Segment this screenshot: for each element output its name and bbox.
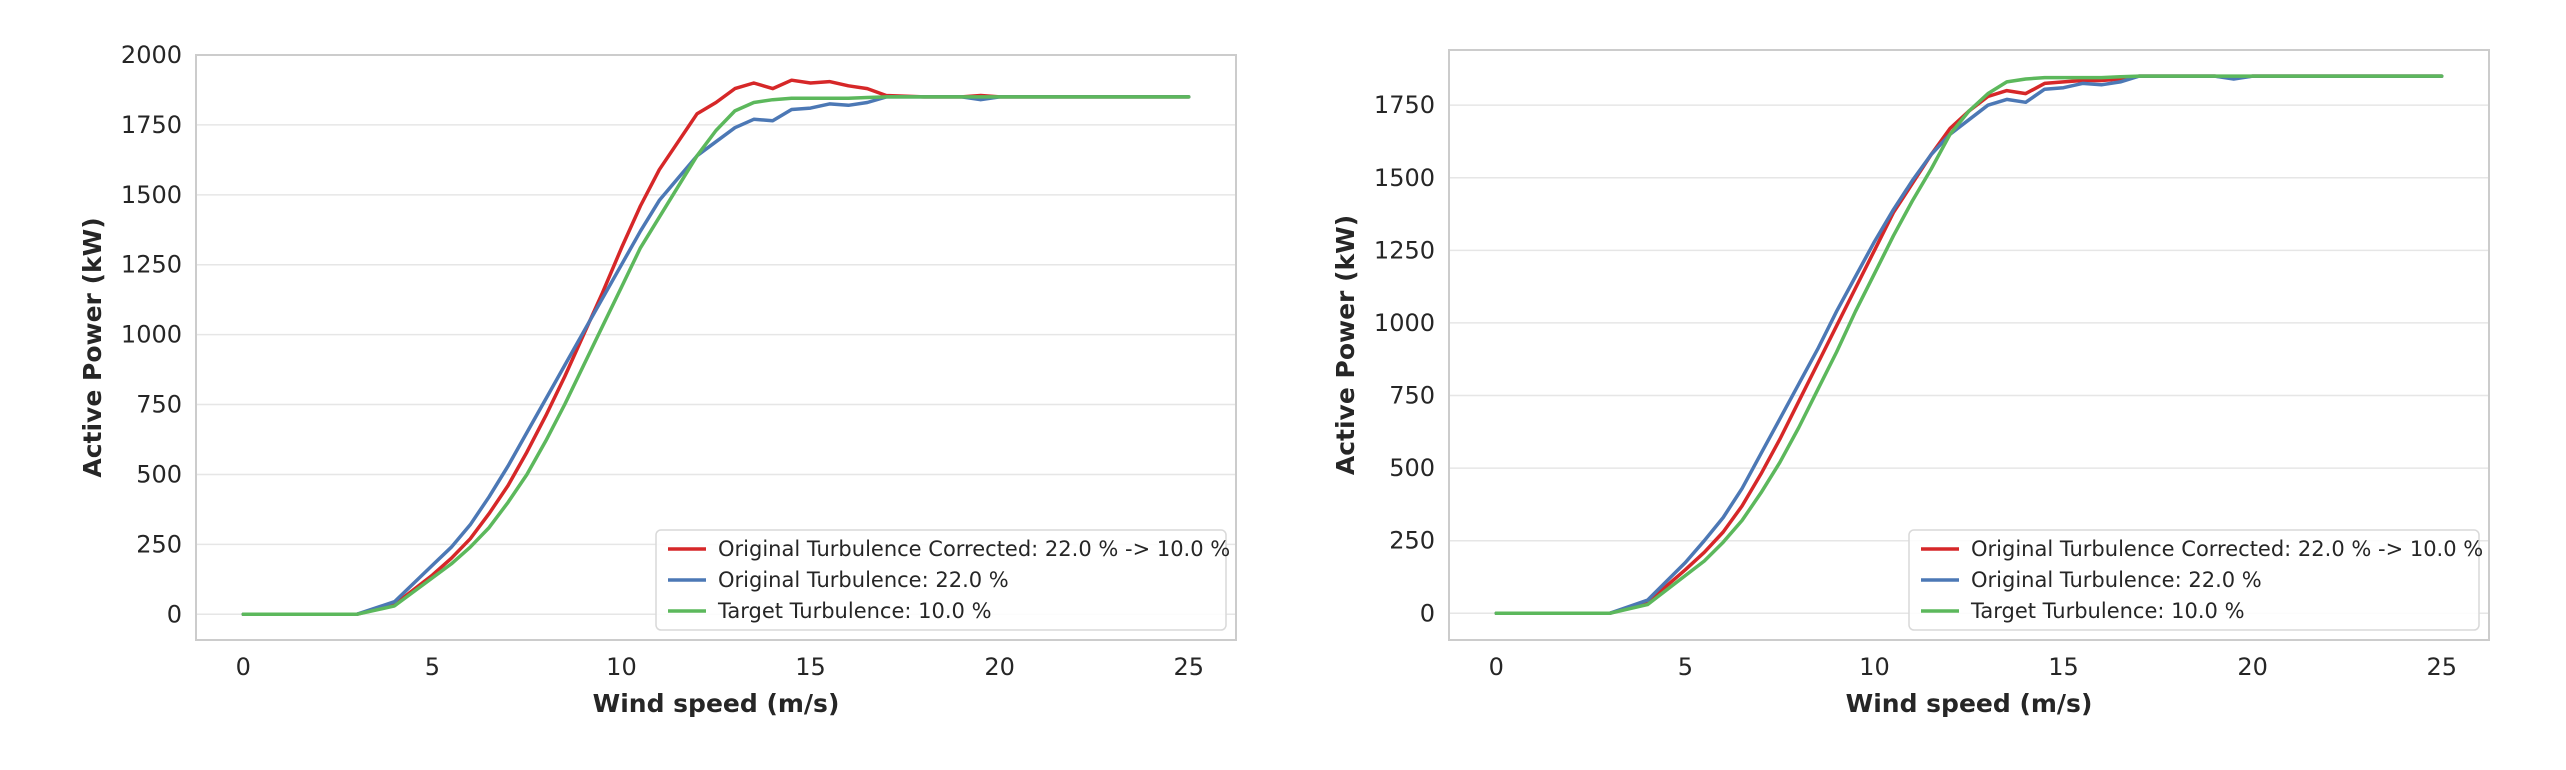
legend-box [1908,529,2480,631]
legend-entry-label: Target Turbulence: 10.0 % [717,599,992,623]
legend: Original Turbulence Corrected: 22.0 % ->… [655,529,1230,631]
y-tick-label: 1250 [1374,236,1435,264]
series-line-3 [241,95,1191,617]
y-tick-label: 1750 [121,111,182,139]
legend-entry-label: Original Turbulence: 22.0 % [1971,568,2262,592]
legend-box [655,529,1227,631]
y-tick-label: 500 [136,460,182,488]
y-tick-label: 1750 [1374,91,1435,119]
legend-entry-label: Original Turbulence Corrected: 22.0 % ->… [718,537,1230,561]
x-tick-label: 20 [984,653,1015,681]
legend-entry-label: Original Turbulence Corrected: 22.0 % ->… [1971,537,2483,561]
y-tick-label: 1500 [121,181,182,209]
y-tick-label: 2000 [121,41,182,69]
x-tick-label: 0 [236,653,251,681]
x-tick-label: 25 [2426,653,2457,681]
y-tick-label: 500 [1389,454,1435,482]
plot-frame [1448,49,2490,641]
y-tick-label: 0 [167,600,182,628]
y-tick-label: 750 [136,391,182,419]
x-tick-label: 5 [1678,653,1693,681]
y-tick-label: 1500 [1374,164,1435,192]
x-tick-label: 15 [2048,653,2079,681]
y-axis-label: Active Power (kW) [78,217,107,477]
x-tick-label: 10 [606,653,637,681]
x-tick-label: 0 [1489,653,1504,681]
legend-entry-label: Target Turbulence: 10.0 % [1970,599,2245,623]
x-tick-label: 20 [2237,653,2268,681]
x-tick-label: 15 [795,653,826,681]
y-tick-label: 1000 [121,321,182,349]
chart-panel-1: 0 250 500 750 1000 1250 1500 1750 2000 0 5 10 15 20 25… [78,41,1237,718]
plot-frame [195,54,1237,641]
x-tick-label: 10 [1859,653,1890,681]
y-tick-label: 1250 [121,251,182,279]
y-tick-label: 250 [136,530,182,558]
chart-panel-2: 0 250 500 750 1000 1250 1500 1750 0 5 10 15 20 25 Wind… [1331,49,2490,718]
legend-entry-label: Original Turbulence: 22.0 % [718,568,1009,592]
y-axis-label: Active Power (kW) [1331,215,1360,475]
y-tick-label: 0 [1420,599,1435,627]
x-tick-label: 25 [1173,653,1204,681]
legend: Original Turbulence Corrected: 22.0 % ->… [1908,529,2483,631]
y-tick-label: 750 [1389,382,1435,410]
x-axis-label: Wind speed (m/s) [1846,689,2093,718]
y-tick-label: 1000 [1374,309,1435,337]
x-tick-label: 5 [425,653,440,681]
series-line-3 [1494,74,2444,616]
x-axis-label: Wind speed (m/s) [593,689,840,718]
y-tick-label: 250 [1389,527,1435,555]
